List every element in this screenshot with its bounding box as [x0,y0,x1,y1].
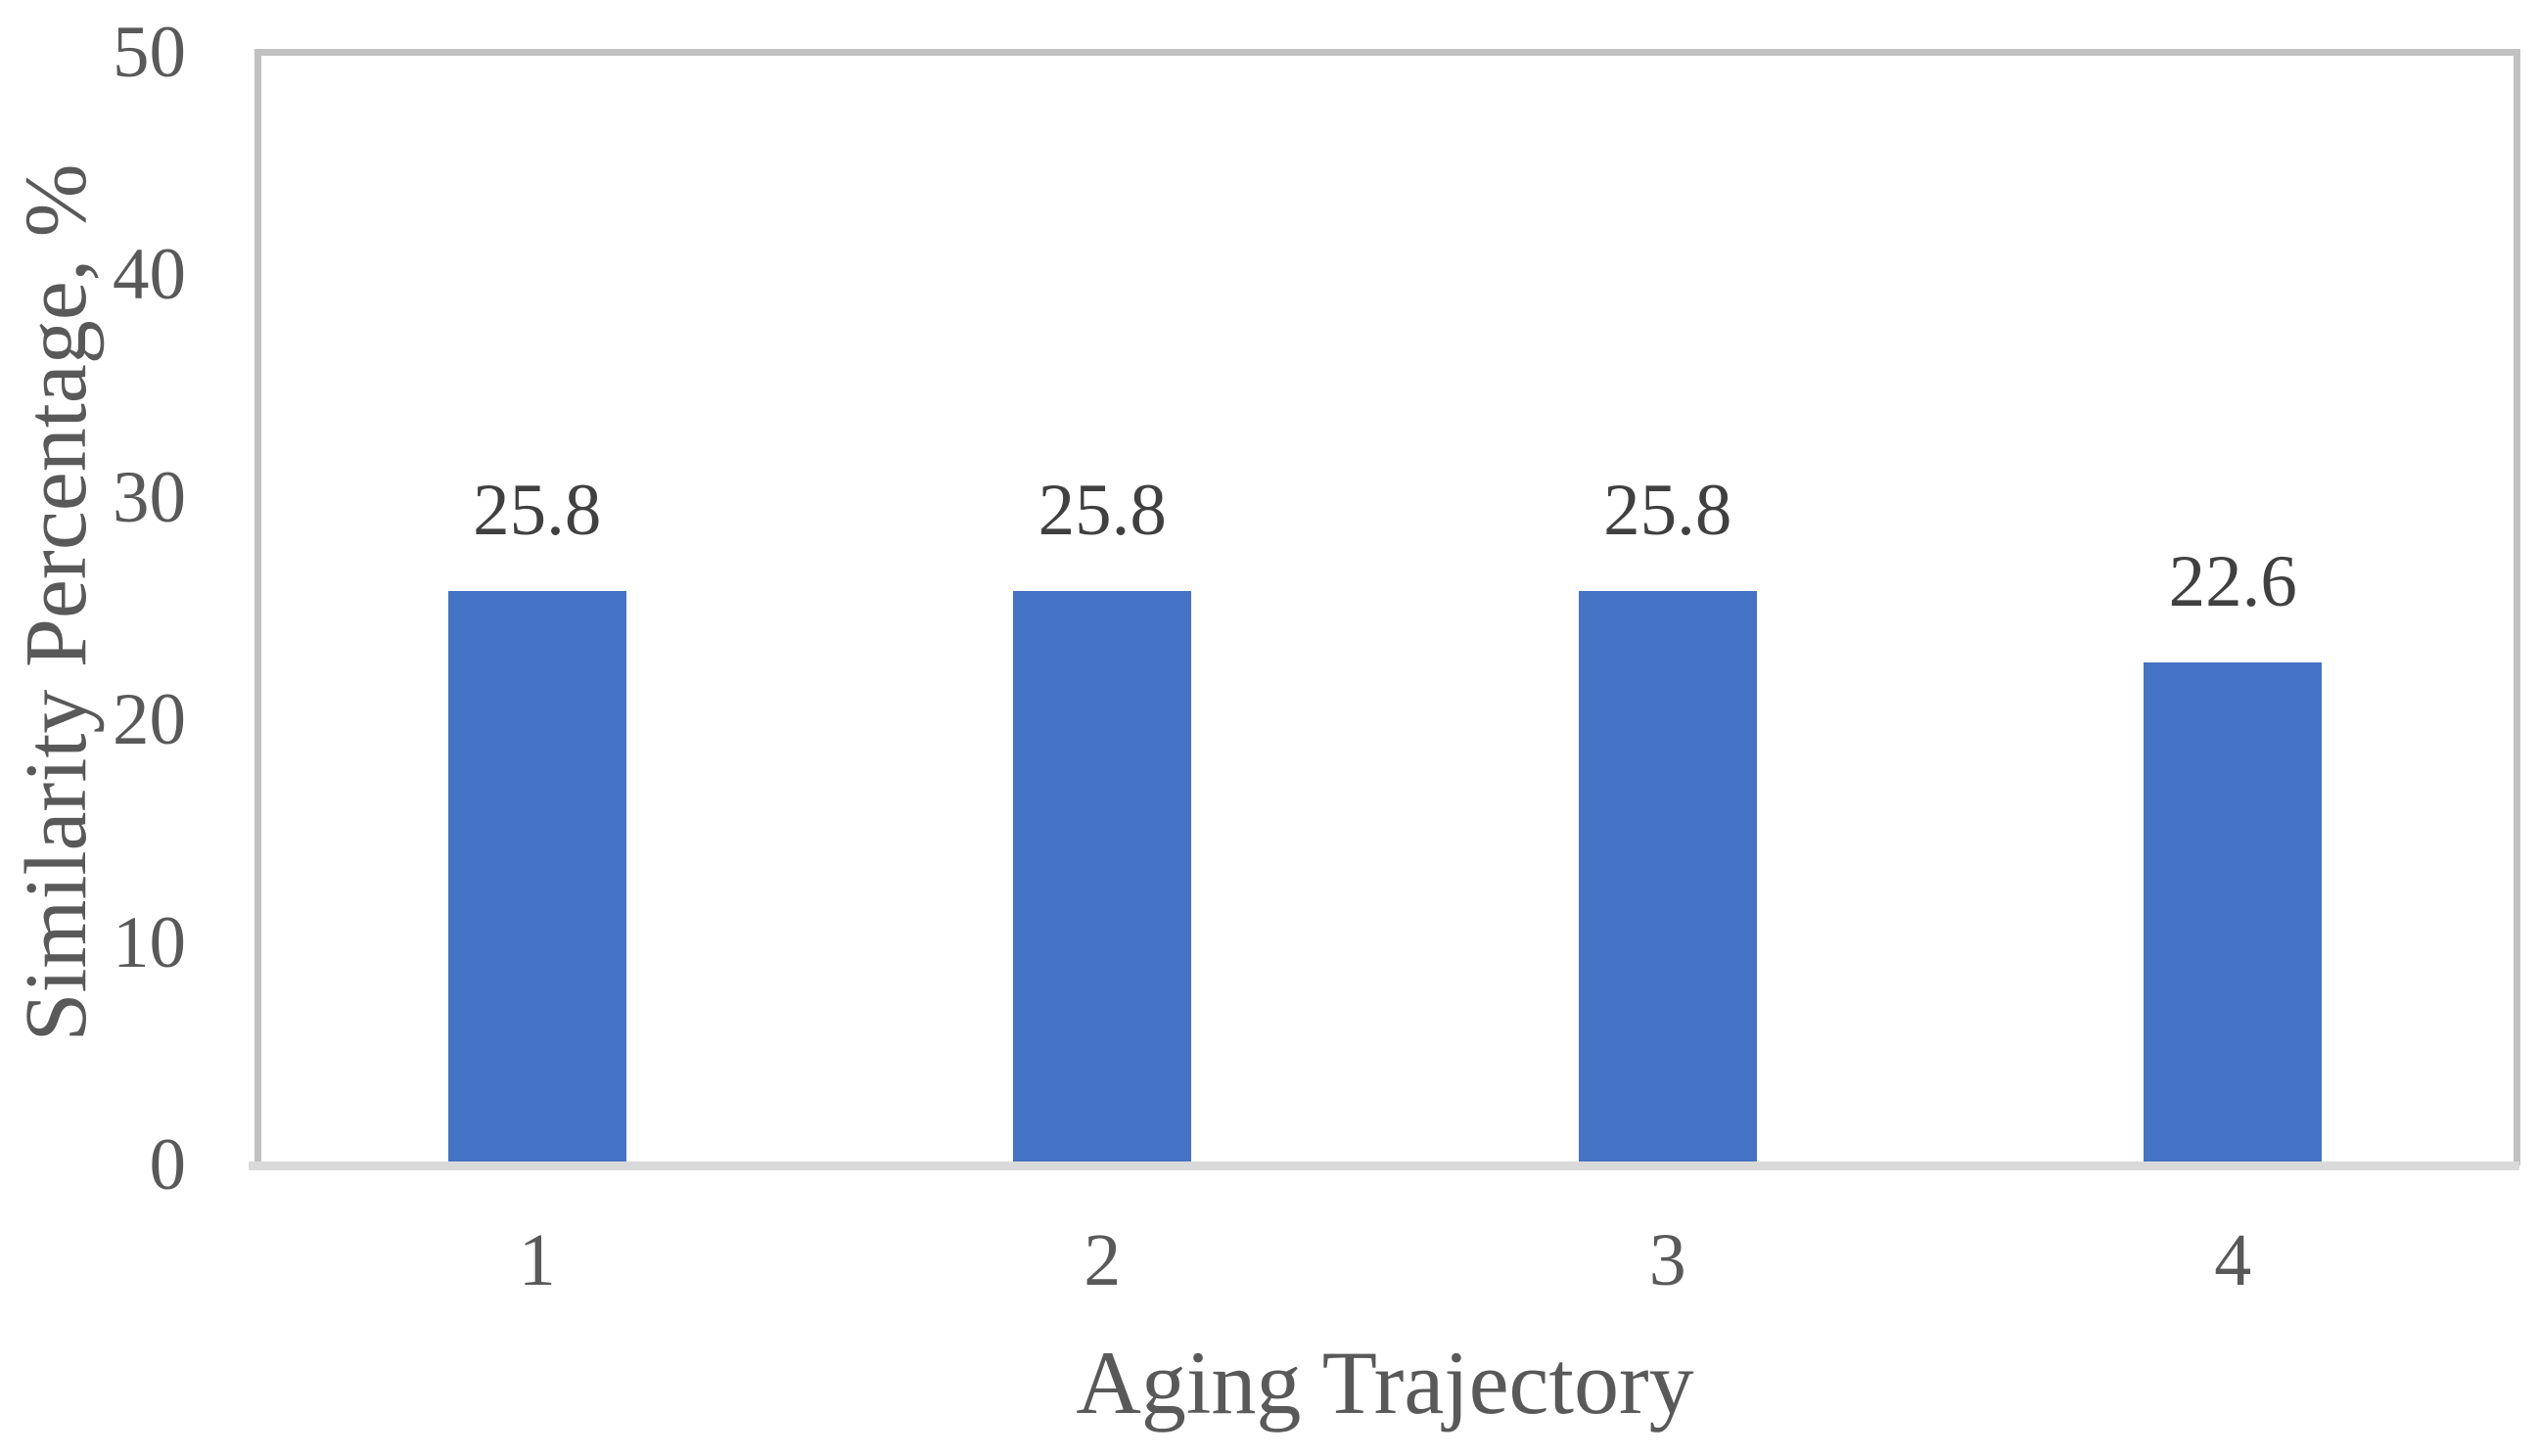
y-axis-tick-label: 10 [113,901,186,983]
bar-aging-trajectory-4 [2144,661,2323,1161]
bar-value-label: 22.6 [2168,540,2297,622]
bar-value-label: 25.8 [1603,470,1732,552]
bar-aging-trajectory-2 [1013,591,1192,1161]
x-axis-category-label: 1 [518,1219,556,1301]
y-axis-tick-label: 40 [113,234,186,315]
x-axis-category-label: 2 [1084,1219,1122,1301]
x-axis-line [249,1161,2519,1170]
x-axis-category-label: 4 [2214,1219,2252,1301]
x-axis-category-label: 3 [1648,1219,1686,1301]
y-axis-tick-label: 50 [113,11,186,93]
x-axis-title-text: Aging Trajectory [1076,1333,1694,1433]
y-axis-tick-label: 0 [149,1124,187,1206]
y-axis-tick-label: 20 [113,679,186,760]
bar-value-label: 25.8 [1038,470,1167,552]
bar-value-label: 25.8 [473,470,602,552]
x-axis-title: Aging Trajectory [798,1329,1972,1436]
y-axis-tick-label: 30 [113,456,186,538]
bar-aging-trajectory-3 [1578,591,1757,1161]
bar-aging-trajectory-1 [447,591,626,1161]
plot-area-border [254,49,2520,1165]
